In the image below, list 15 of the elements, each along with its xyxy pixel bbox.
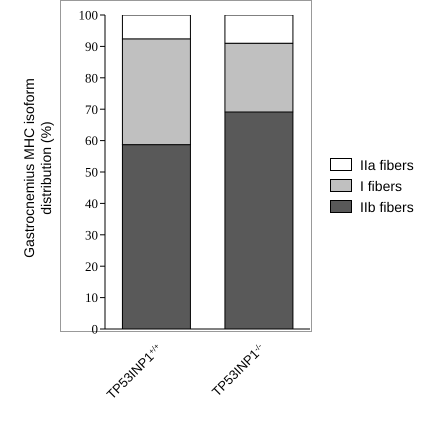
legend-label: IIb fibers: [360, 198, 414, 214]
legend-label: I fibers: [360, 178, 402, 194]
y-tick-label: 40: [85, 196, 98, 212]
y-tick-label: 0: [92, 322, 98, 337]
y-tick-label: 80: [85, 70, 98, 86]
y-tick-label: 60: [85, 133, 98, 148]
y-tick-label: 90: [85, 39, 98, 54]
y-tick-label: 70: [85, 102, 98, 117]
y-axis-title: Gastrocnemius MHC isoform distribution (%): [21, 77, 55, 260]
y-tick-label: 30: [85, 227, 98, 242]
y-tick-label: 50: [85, 164, 98, 180]
y-tick-label: 100: [78, 8, 98, 23]
legend-label: IIa fibers: [360, 156, 414, 172]
y-tick-label: 20: [85, 258, 98, 274]
y-tick-label: 10: [85, 290, 98, 306]
